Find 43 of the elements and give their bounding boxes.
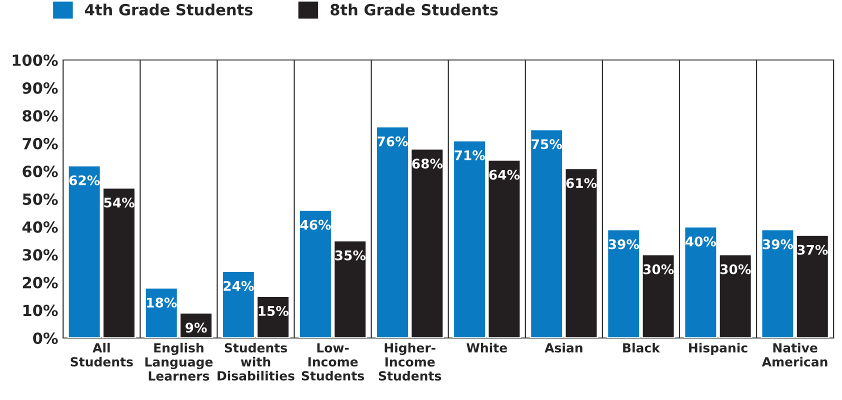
data-label: 46% [300,220,331,230]
y-tick-label: 90% [22,82,58,94]
y-tick-label: 40% [22,221,58,233]
data-label: 39% [608,239,640,250]
y-tick-label: 10% [23,304,58,316]
data-label: 68% [412,158,443,169]
x-tick-label: Asian [544,342,582,353]
y-tick-label: 20% [22,276,58,288]
data-label: 75% [532,139,562,150]
x-tick-label: Black [623,342,660,353]
legend-label: 8th Grade Students [330,4,498,16]
y-tick-label: 0% [33,332,58,344]
x-tick-label: Higher- Income Students [378,342,442,381]
data-label: 18% [147,298,177,308]
y-tick-label: 60% [22,166,58,178]
data-label: 71% [454,150,485,160]
y-tick-label: 80% [22,110,58,122]
x-tick-label: Native American [762,342,828,367]
data-label: 9% [186,322,207,333]
data-label: 76% [378,136,408,146]
x-tick-label: Low- Income Students [302,343,364,381]
data-label: 64% [489,170,520,180]
y-tick-label: 50% [22,193,58,206]
data-label: 54% [104,198,134,208]
data-label: 30% [720,264,751,274]
data-label: 15% [258,306,288,316]
y-tick-label: 100% [12,54,58,66]
y-tick-label: 30% [22,249,58,261]
x-tick-label: English Language Learners [145,342,213,381]
legend-label: 4th Grade Students [85,4,252,16]
data-label: 30% [643,264,674,274]
data-label: 61% [566,178,597,188]
x-tick-label: All Students [70,342,133,367]
x-tick-label: White [466,342,507,353]
data-label: 40% [685,236,716,246]
data-label: 37% [797,244,828,255]
data-label: 24% [224,280,254,291]
data-label: 62% [69,175,100,186]
data-label: 35% [335,250,366,260]
x-tick-label: Hispanic [689,342,748,355]
x-tick-label: Students with Disabilities [218,342,294,381]
data-label: 39% [762,239,794,250]
y-tick-label: 70% [22,138,58,150]
